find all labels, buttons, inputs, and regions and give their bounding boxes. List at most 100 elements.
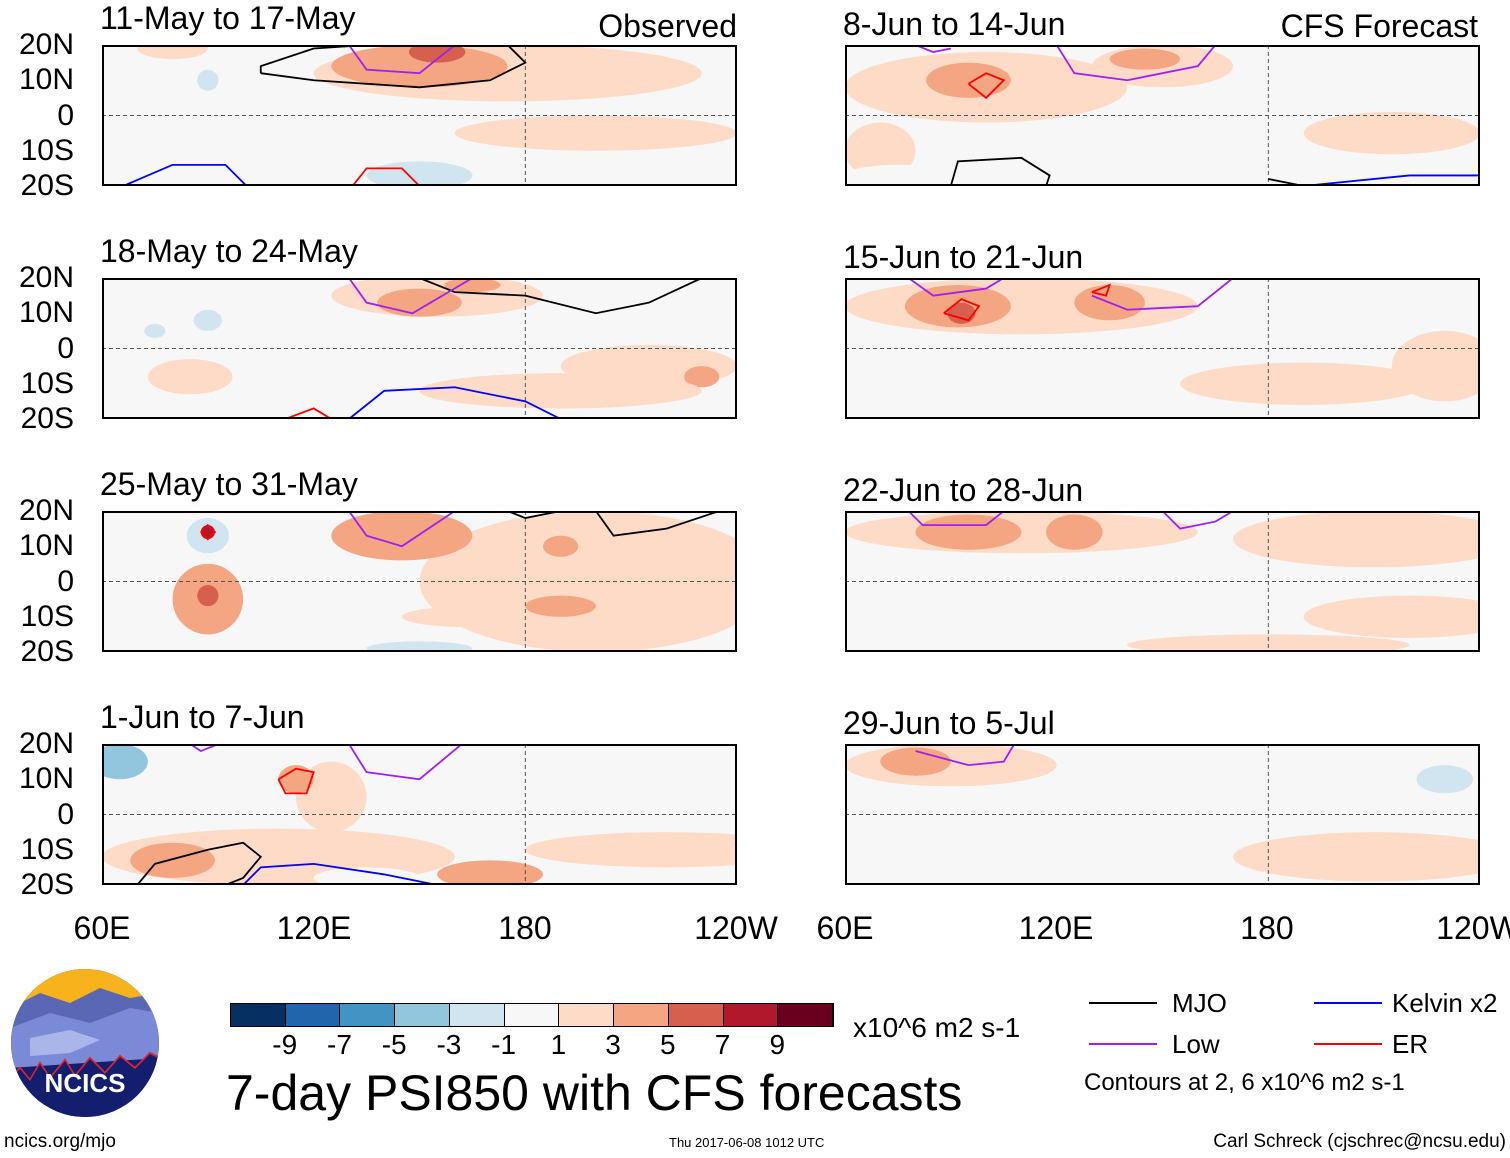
anomaly-shading xyxy=(845,348,1163,419)
contour-kelvin xyxy=(242,862,438,885)
colorbar-tick-label: 9 xyxy=(769,1029,786,1060)
lat-tick-label: 10S xyxy=(20,832,74,866)
anomaly-shading xyxy=(401,606,543,628)
contour-kelvin xyxy=(122,163,248,186)
legend-line-kelvin xyxy=(1314,1002,1382,1004)
lat-tick-label: 0 xyxy=(57,98,74,132)
anomaly-shading xyxy=(1303,595,1480,638)
map-panel xyxy=(102,744,737,885)
contour-mjo xyxy=(507,511,561,519)
anomaly-shading xyxy=(313,867,420,885)
panel-frame xyxy=(845,744,1480,885)
contour-er xyxy=(200,523,217,541)
panel-title: 29-Jun to 5-Jul xyxy=(843,705,1055,741)
lat-tick-label: 20S xyxy=(20,169,74,202)
colorbar-tick-label: -5 xyxy=(381,1029,407,1060)
colorbar-swatch xyxy=(231,1004,286,1026)
anomaly-shading xyxy=(147,66,233,109)
timestamp: Thu 2017-06-08 1012 UTC xyxy=(669,1135,825,1150)
anomaly-shading xyxy=(542,535,579,557)
contour-low xyxy=(907,511,1005,527)
anomaly-shading xyxy=(845,588,1198,645)
legend-label-kelvin: Kelvin x2 xyxy=(1392,988,1498,1018)
lon-tick-left-120w: 120W xyxy=(694,910,778,946)
contour-er xyxy=(351,167,421,186)
ncics-logo: NCICS xyxy=(11,969,159,1117)
website-link[interactable]: ncics.org/mjo xyxy=(4,1131,116,1152)
lat-tick-label: 20S xyxy=(20,402,74,435)
colorbar-swatch xyxy=(723,1004,779,1026)
colorbar-tick-label: 5 xyxy=(660,1029,676,1060)
colorbar-swatch xyxy=(614,1004,669,1026)
anomaly-shading xyxy=(437,860,543,885)
panel-title: 25-May to 31-May xyxy=(100,466,358,502)
colorbar-swatch xyxy=(285,1004,341,1026)
panel-frame xyxy=(102,511,737,652)
anomaly-shading xyxy=(525,832,737,868)
anomaly-shading xyxy=(1268,59,1410,88)
lat-tick-label: 0 xyxy=(57,797,74,831)
panel-frame xyxy=(845,511,1480,652)
lat-tick-label: 20N xyxy=(18,727,74,760)
colorbar xyxy=(230,1003,834,1027)
anomaly-shading xyxy=(880,747,951,776)
lat-tick-label: 10S xyxy=(20,366,74,400)
lon-tick-left-60e: 60E xyxy=(73,910,131,946)
contour-low xyxy=(348,45,456,75)
map-panel xyxy=(845,45,1480,186)
anomaly-shading xyxy=(377,288,462,317)
anomaly-shading xyxy=(331,511,473,561)
legend-label-er: ER xyxy=(1392,1029,1429,1059)
contour-er xyxy=(967,72,1006,100)
anomaly-shading xyxy=(1303,111,1480,155)
anomaly-shading xyxy=(915,514,1022,550)
anomaly-shading xyxy=(408,45,466,63)
panel-frame xyxy=(102,278,737,419)
anomaly-shading xyxy=(366,641,473,652)
contour-kelvin xyxy=(348,386,562,419)
map-panel xyxy=(102,278,737,419)
contour-mjo xyxy=(419,278,703,315)
lat-tick-label: 0 xyxy=(57,564,74,598)
anomaly-shading xyxy=(845,511,1198,554)
anomaly-shading xyxy=(197,69,219,91)
panel-frame xyxy=(845,45,1480,186)
anomaly-shading xyxy=(1127,634,1410,652)
legend-label-mjo: MJO xyxy=(1172,988,1227,1018)
colorbar-tick-label: 7 xyxy=(714,1029,731,1060)
contour-er xyxy=(285,407,332,419)
anomaly-shading xyxy=(137,45,208,60)
anomaly-shading xyxy=(278,765,314,794)
contour-er xyxy=(277,767,315,795)
anomaly-shading xyxy=(130,842,215,878)
anomaly-shading xyxy=(845,278,1198,335)
map-panel xyxy=(845,511,1480,652)
anomaly-shading xyxy=(1162,751,1480,808)
anomaly-shading xyxy=(1233,511,1480,568)
colorbar-tick-label: -3 xyxy=(436,1029,462,1060)
panel-title: 18-May to 24-May xyxy=(100,233,358,269)
colorbar-units: x10^6 m2 s-1 xyxy=(853,1012,1021,1043)
lat-tick-label: 10S xyxy=(20,133,74,167)
panel-title: 8-Jun to 14-Jun xyxy=(843,6,1066,42)
anomaly-shading xyxy=(525,595,596,617)
panel-title: 11-May to 17-May xyxy=(100,0,356,36)
lat-tick-label: 10N xyxy=(18,529,74,563)
colorbar-swatch xyxy=(778,1004,834,1026)
colorbar-tick-label: -9 xyxy=(272,1029,298,1060)
anomaly-shading xyxy=(684,366,720,388)
map-panel xyxy=(102,511,737,652)
contour-er xyxy=(943,298,981,322)
anomaly-shading xyxy=(147,359,233,395)
contour-low xyxy=(348,278,473,315)
anomaly-shading xyxy=(1285,281,1392,310)
anomaly-shading xyxy=(845,164,951,186)
contour-low xyxy=(1055,45,1217,82)
contour-mjo xyxy=(259,45,527,89)
anomaly-shading xyxy=(1180,362,1428,405)
contour-low xyxy=(189,744,219,753)
lat-tick-label: 10N xyxy=(18,296,74,330)
map-panel xyxy=(845,278,1480,419)
lon-tick-left-180: 180 xyxy=(498,910,552,946)
logo-text: NCICS xyxy=(45,1068,126,1098)
